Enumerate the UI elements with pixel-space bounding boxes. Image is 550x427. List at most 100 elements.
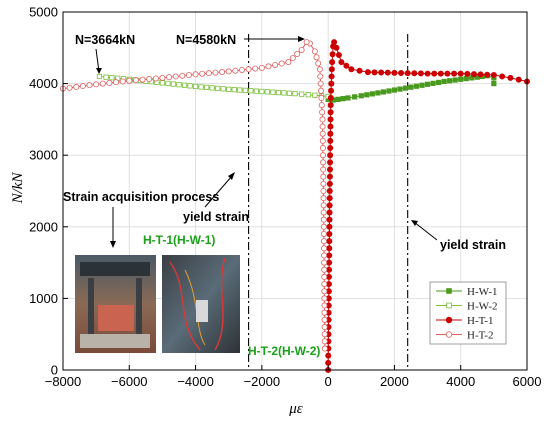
- data-point: [96, 73, 103, 80]
- data-point: [311, 48, 318, 55]
- arrowhead-yield-left: [228, 172, 235, 180]
- data-point: [212, 69, 219, 76]
- y-tick-label: 2000: [29, 219, 58, 234]
- data-point: [265, 63, 272, 70]
- data-point: [298, 46, 305, 53]
- data-point: [320, 166, 327, 173]
- data-point: [319, 130, 326, 137]
- data-point: [331, 39, 338, 46]
- data-point: [187, 83, 193, 89]
- data-point: [232, 67, 239, 74]
- data-point: [272, 61, 279, 68]
- data-point: [317, 87, 324, 94]
- data-point: [327, 159, 334, 166]
- data-point: [318, 94, 325, 101]
- data-point: [326, 266, 333, 273]
- data-point: [470, 71, 477, 78]
- data-point: [333, 44, 340, 51]
- series-h-w-2: [96, 73, 331, 100]
- arrowhead-n1: [96, 68, 102, 74]
- legend-box: [429, 281, 507, 345]
- data-point: [356, 67, 363, 74]
- data-point: [343, 62, 350, 69]
- data-point: [321, 338, 328, 345]
- data-point: [424, 70, 431, 77]
- data-point: [327, 116, 334, 123]
- data-point: [402, 85, 409, 91]
- data-point: [326, 187, 333, 194]
- arrow-yield-right: [413, 221, 438, 241]
- data-point: [447, 78, 453, 84]
- data-point: [320, 202, 327, 209]
- data-point: [327, 102, 334, 109]
- data-point: [165, 80, 171, 87]
- y-tick-label: 5000: [29, 5, 58, 20]
- data-point: [220, 86, 226, 92]
- data-point: [327, 145, 334, 152]
- data-point: [159, 74, 166, 81]
- data-point: [270, 89, 276, 95]
- data-point: [417, 70, 424, 77]
- data-point: [192, 83, 199, 90]
- data-point: [93, 81, 100, 88]
- data-point: [328, 87, 335, 94]
- data-point: [320, 195, 327, 202]
- legend-item: H-T-2: [436, 330, 493, 342]
- data-point: [335, 96, 341, 102]
- data-point: [319, 116, 326, 123]
- data-point: [205, 70, 212, 77]
- annotation-ht2: H-T-2(H-W-2): [248, 344, 320, 358]
- data-point: [319, 145, 326, 152]
- data-point: [437, 70, 444, 77]
- data-point: [321, 331, 328, 338]
- plot-frame: [62, 11, 528, 371]
- data-point: [327, 137, 334, 144]
- data-point: [408, 84, 414, 90]
- data-point: [285, 59, 292, 66]
- data-point: [319, 137, 326, 144]
- data-point: [326, 209, 333, 216]
- x-tick-label: −6000: [111, 374, 148, 389]
- axis-ticks: −8000 −6000 −4000 −2000 0 2000 4000 6000 0 1000 20…: [29, 5, 541, 390]
- data-point: [386, 88, 392, 94]
- data-point: [321, 302, 328, 309]
- data-point: [321, 288, 328, 295]
- data-point: [326, 216, 333, 223]
- arrow-yield-left: [204, 175, 233, 208]
- data-point: [326, 259, 333, 266]
- x-axis-label: με: [288, 401, 303, 417]
- data-point: [364, 92, 370, 98]
- data-point: [320, 152, 327, 159]
- series-h-w-1: [325, 73, 497, 103]
- legend: H-W-1 H-W-2 H-T-1 H-T-2: [429, 281, 507, 345]
- data-point: [326, 223, 333, 230]
- data-point: [259, 88, 265, 95]
- arrowhead-n2: [298, 36, 305, 42]
- data-point: [109, 75, 115, 81]
- data-point: [172, 73, 179, 80]
- data-point: [318, 102, 325, 109]
- data-point: [326, 230, 333, 237]
- data-point: [507, 74, 514, 81]
- legend-item: H-W-2: [436, 301, 498, 313]
- data-point: [237, 87, 243, 93]
- data-point: [242, 87, 248, 94]
- data-point: [397, 86, 403, 92]
- data-point: [225, 68, 232, 75]
- data-point: [327, 130, 334, 137]
- y-tick-label: 3000: [29, 148, 58, 163]
- data-point: [226, 86, 232, 92]
- data-point: [451, 70, 458, 77]
- x-tick-label: −4000: [177, 374, 214, 389]
- data-point: [441, 78, 447, 85]
- data-point: [458, 76, 464, 82]
- data-point: [326, 195, 333, 202]
- data-point: [321, 252, 328, 259]
- data-point: [199, 70, 206, 77]
- data-point: [316, 66, 323, 73]
- series-layer: [60, 39, 531, 373]
- data-point: [106, 79, 113, 86]
- data-point: [375, 90, 381, 96]
- data-point: [313, 54, 320, 61]
- data-point: [179, 72, 186, 79]
